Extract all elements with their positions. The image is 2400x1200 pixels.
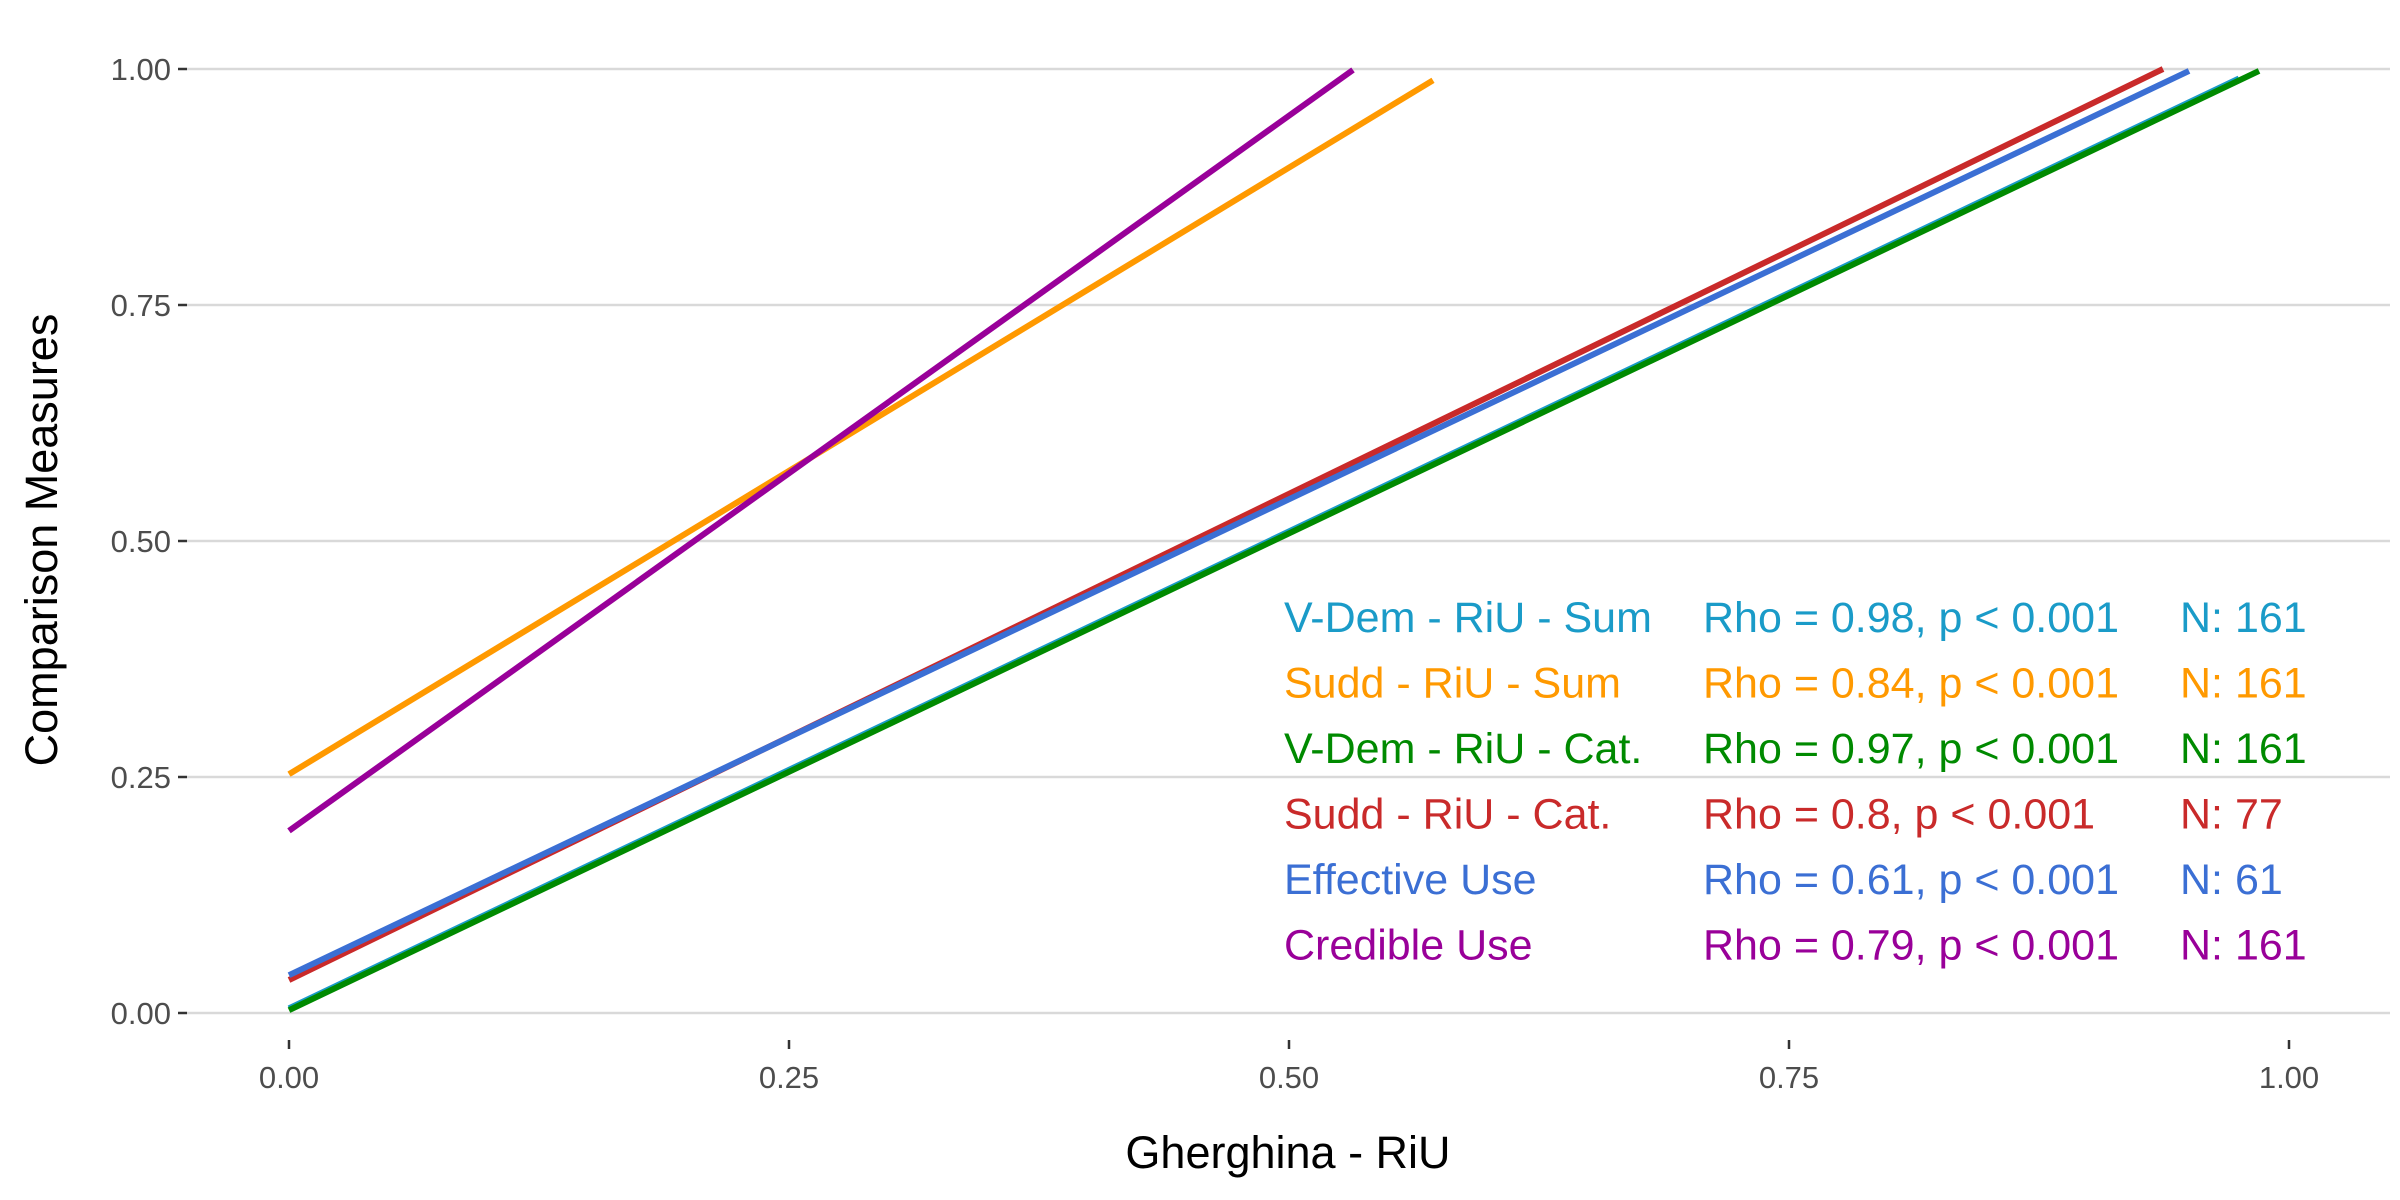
x-tick-label: 1.00 xyxy=(2259,1060,2319,1095)
y-axis-title: Comparison Measures xyxy=(16,314,67,767)
legend-name: Effective Use xyxy=(1284,856,1537,904)
legend-n: N: 161 xyxy=(2180,660,2307,708)
legend-name: Sudd - RiU - Sum xyxy=(1284,660,1621,708)
legend-name: Credible Use xyxy=(1284,922,1533,970)
x-tick-label: 0.25 xyxy=(759,1060,819,1095)
y-tick-label: 1.00 xyxy=(111,52,171,87)
legend-n: N: 161 xyxy=(2180,725,2307,773)
y-tick-label: 0.75 xyxy=(111,288,171,323)
legend-n: N: 161 xyxy=(2180,922,2307,970)
x-tick-label: 0.00 xyxy=(259,1060,319,1095)
legend: V-Dem - RiU - Sum Rho = 0.98, p < 0.001 N:… xyxy=(1284,594,2307,970)
x-tick-label: 0.50 xyxy=(1259,1060,1319,1095)
series-lines xyxy=(287,66,2261,1013)
x-tick-label: 0.75 xyxy=(1759,1060,1819,1095)
legend-stat: Rho = 0.97, p < 0.001 xyxy=(1703,725,2119,773)
series-line xyxy=(287,68,2261,1013)
series-line xyxy=(287,68,2191,978)
legend-n: N: 161 xyxy=(2180,594,2307,642)
legend-name: V-Dem - RiU - Sum xyxy=(1284,594,1652,642)
grid-lines xyxy=(187,67,2390,1015)
y-tick-label: 0.00 xyxy=(111,996,171,1031)
legend-n: N: 77 xyxy=(2180,791,2283,839)
y-tick-label: 0.25 xyxy=(111,760,171,795)
legend-name: V-Dem - RiU - Cat. xyxy=(1284,725,1642,773)
legend-stat: Rho = 0.61, p < 0.001 xyxy=(1703,856,2119,904)
legend-stat: Rho = 0.8, p < 0.001 xyxy=(1703,791,2095,839)
series-line xyxy=(287,67,1355,834)
x-axis-title: Gherghina - RiU xyxy=(1125,1127,1450,1178)
legend-n: N: 61 xyxy=(2180,856,2283,904)
legend-stat: Rho = 0.79, p < 0.001 xyxy=(1703,922,2119,970)
x-axis: 0.00 0.25 0.50 0.75 1.00 xyxy=(259,1040,2319,1095)
legend-name: Sudd - RiU - Cat. xyxy=(1284,791,1611,839)
y-axis: 0.00 0.25 0.50 0.75 1.00 xyxy=(111,52,187,1031)
series-line xyxy=(287,77,1435,777)
legend-stat: Rho = 0.98, p < 0.001 xyxy=(1703,594,2119,642)
legend-stat: Rho = 0.84, p < 0.001 xyxy=(1703,660,2119,708)
y-tick-label: 0.50 xyxy=(111,524,171,559)
